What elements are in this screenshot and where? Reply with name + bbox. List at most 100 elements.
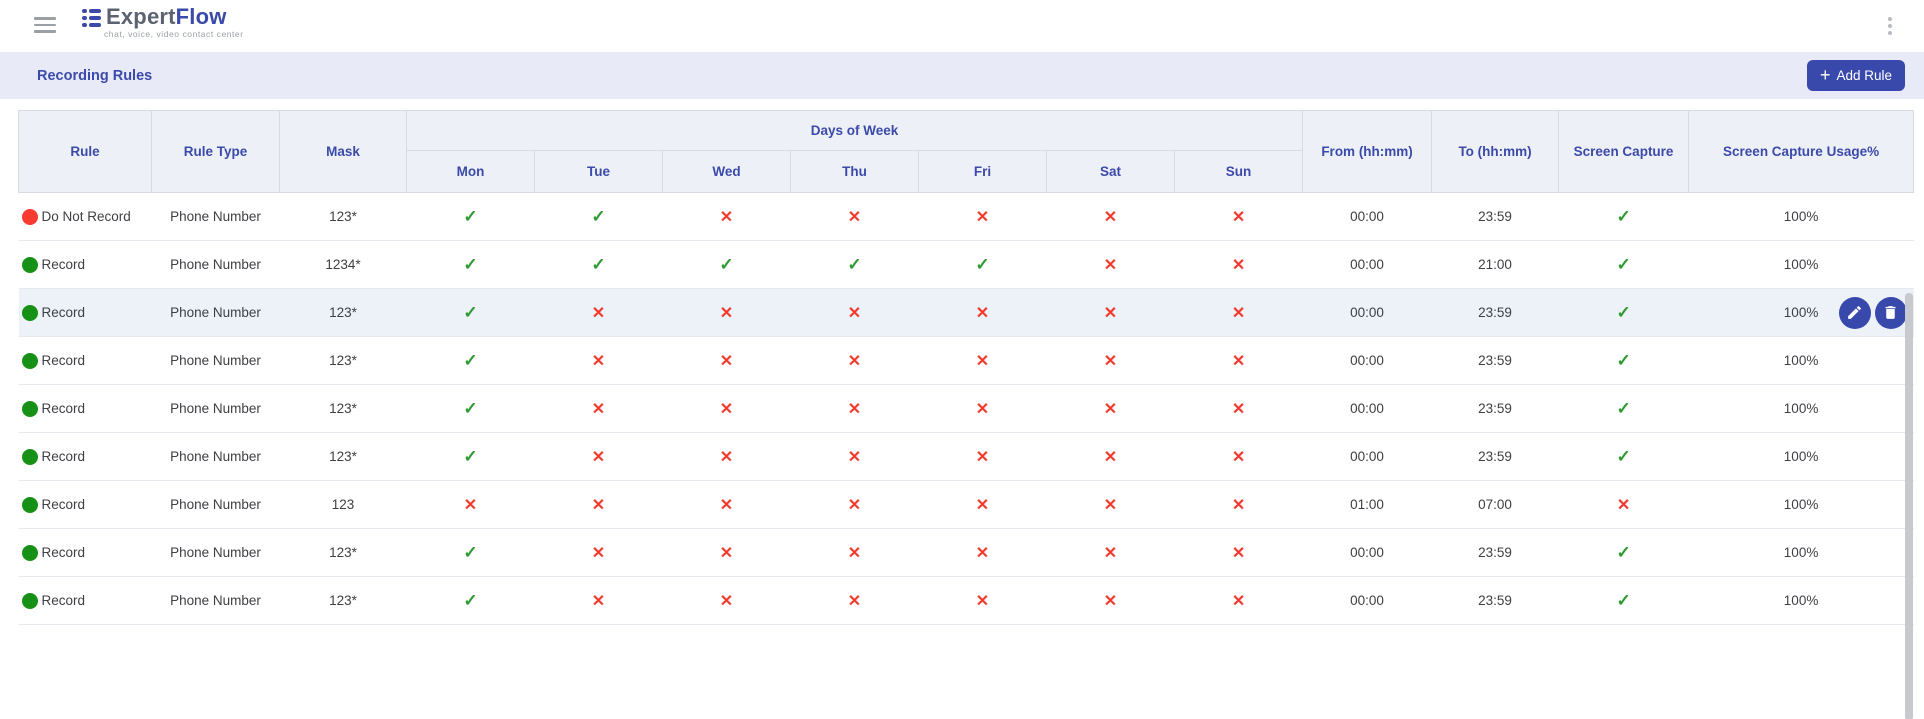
- check-icon: ✓: [534, 240, 663, 289]
- rule-cell: Record: [18, 480, 152, 529]
- rule-type-cell: Phone Number: [151, 576, 280, 625]
- from-cell: 00:00: [1302, 384, 1432, 433]
- cross-icon: ✕: [662, 192, 791, 241]
- cross-icon: ✕: [790, 528, 919, 577]
- usage-value: 100%: [1783, 449, 1819, 464]
- to-cell: 21:00: [1431, 240, 1559, 289]
- cross-icon: ✕: [662, 384, 791, 433]
- rule-type-cell: Phone Number: [151, 432, 280, 481]
- usage-cell: 100%: [1688, 384, 1914, 433]
- rule-status-dot: [21, 256, 38, 273]
- row-actions: [1838, 296, 1907, 329]
- rule-status-dot: [21, 592, 38, 609]
- plus-icon: +: [1819, 64, 1831, 85]
- to-cell: 23:59: [1431, 192, 1559, 241]
- column-header-to: To (hh:mm): [1431, 110, 1560, 193]
- table-row[interactable]: Record Phone Number 123* ✓ ✕ ✕ ✕ ✕ ✕ ✕ 0…: [18, 288, 1914, 337]
- usage-cell: 100%: [1688, 192, 1914, 241]
- table-row[interactable]: Record Phone Number 123* ✓ ✕ ✕ ✕ ✕ ✕ ✕ 0…: [18, 336, 1914, 385]
- check-icon: ✓: [406, 336, 535, 385]
- add-rule-button[interactable]: + Add Rule: [1806, 60, 1905, 91]
- column-header-rule: Rule: [18, 110, 152, 193]
- table-row[interactable]: Record Phone Number 123 ✕ ✕ ✕ ✕ ✕ ✕ ✕ 01…: [18, 480, 1914, 529]
- rule-status-dot: [21, 496, 38, 513]
- column-header-from: From (hh:mm): [1302, 110, 1433, 193]
- vertical-scrollbar[interactable]: [1905, 293, 1913, 719]
- table-row[interactable]: Record Phone Number 123* ✓ ✕ ✕ ✕ ✕ ✕ ✕ 0…: [18, 384, 1914, 433]
- cross-icon: ✕: [790, 288, 919, 337]
- rule-type-cell: Phone Number: [151, 288, 280, 337]
- delete-rule-button[interactable]: [1874, 296, 1907, 329]
- rule-status-dot: [21, 352, 38, 369]
- usage-value: 100%: [1783, 209, 1819, 224]
- hamburger-menu-icon[interactable]: [34, 15, 58, 35]
- cross-icon: ✕: [662, 336, 791, 385]
- rule-cell: Record: [18, 240, 152, 289]
- trash-icon: [1885, 306, 1896, 319]
- to-cell: 23:59: [1431, 384, 1559, 433]
- cross-icon: ✕: [1046, 432, 1175, 481]
- from-cell: 00:00: [1302, 288, 1432, 337]
- rule-status-dot: [21, 400, 38, 417]
- rule-type-cell: Phone Number: [151, 384, 280, 433]
- check-icon: ✓: [1558, 240, 1689, 289]
- usage-cell: 100%: [1688, 240, 1914, 289]
- cross-icon: ✕: [662, 528, 791, 577]
- column-header-screen-capture: Screen Capture: [1558, 110, 1690, 193]
- rule-status-dot: [21, 544, 38, 561]
- cross-icon: ✕: [918, 192, 1047, 241]
- cross-icon: ✕: [534, 384, 663, 433]
- cross-icon: ✕: [1174, 480, 1303, 529]
- check-icon: ✓: [406, 576, 535, 625]
- rule-label: Record: [41, 353, 86, 369]
- table-row[interactable]: Record Phone Number 123* ✓ ✕ ✕ ✕ ✕ ✕ ✕ 0…: [18, 576, 1914, 625]
- mask-cell: 1234*: [279, 240, 407, 289]
- cross-icon: ✕: [918, 288, 1047, 337]
- usage-cell: 100%: [1688, 288, 1914, 337]
- rule-type-cell: Phone Number: [151, 240, 280, 289]
- table-body: Do Not Record Phone Number 123* ✓ ✓ ✕ ✕ …: [18, 192, 1914, 625]
- rule-status-dot: [21, 208, 38, 225]
- rule-type-cell: Phone Number: [151, 528, 280, 577]
- rule-label: Record: [41, 257, 86, 273]
- cross-icon: ✕: [534, 480, 663, 529]
- table-header: Rule Rule Type Mask Days of Week From (h…: [18, 110, 1915, 193]
- cross-icon: ✕: [1046, 480, 1175, 529]
- cross-icon: ✕: [534, 336, 663, 385]
- usage-cell: 100%: [1688, 432, 1914, 481]
- usage-value: 100%: [1783, 305, 1819, 320]
- from-cell: 00:00: [1302, 192, 1432, 241]
- rule-cell: Do Not Record: [18, 192, 152, 241]
- cross-icon: ✕: [1174, 240, 1303, 289]
- cross-icon: ✕: [918, 384, 1047, 433]
- rule-cell: Record: [18, 336, 152, 385]
- cross-icon: ✕: [1174, 288, 1303, 337]
- mask-cell: 123: [279, 480, 407, 529]
- to-cell: 23:59: [1431, 336, 1559, 385]
- table-row[interactable]: Record Phone Number 123* ✓ ✕ ✕ ✕ ✕ ✕ ✕ 0…: [18, 528, 1914, 577]
- app-logo: ExpertFlow chat, voice, video contact ce…: [82, 4, 244, 39]
- cross-icon: ✕: [790, 432, 919, 481]
- table-row[interactable]: Record Phone Number 1234* ✓ ✓ ✓ ✓ ✓ ✕ ✕ …: [18, 240, 1914, 289]
- check-icon: ✓: [918, 240, 1047, 289]
- table-row[interactable]: Do Not Record Phone Number 123* ✓ ✓ ✕ ✕ …: [18, 192, 1914, 241]
- table-row[interactable]: Record Phone Number 123* ✓ ✕ ✕ ✕ ✕ ✕ ✕ 0…: [18, 432, 1914, 481]
- check-icon: ✓: [1558, 336, 1689, 385]
- cross-icon: ✕: [790, 336, 919, 385]
- logo-icon: [82, 7, 101, 28]
- rule-type-cell: Phone Number: [151, 480, 280, 529]
- usage-value: 100%: [1783, 497, 1819, 512]
- cross-icon: ✕: [790, 384, 919, 433]
- main-content: Rule Rule Type Mask Days of Week From (h…: [0, 99, 1924, 719]
- usage-value: 100%: [1783, 257, 1819, 272]
- edit-rule-button[interactable]: [1838, 296, 1871, 329]
- check-icon: ✓: [1558, 576, 1689, 625]
- cross-icon: ✕: [662, 432, 791, 481]
- kebab-menu-icon[interactable]: [1880, 14, 1900, 38]
- cross-icon: ✕: [1046, 384, 1175, 433]
- rule-cell: Record: [18, 528, 152, 577]
- rule-type-cell: Phone Number: [151, 192, 280, 241]
- page-toolbar: Recording Rules + Add Rule: [0, 52, 1924, 99]
- check-icon: ✓: [406, 240, 535, 289]
- mask-cell: 123*: [279, 432, 407, 481]
